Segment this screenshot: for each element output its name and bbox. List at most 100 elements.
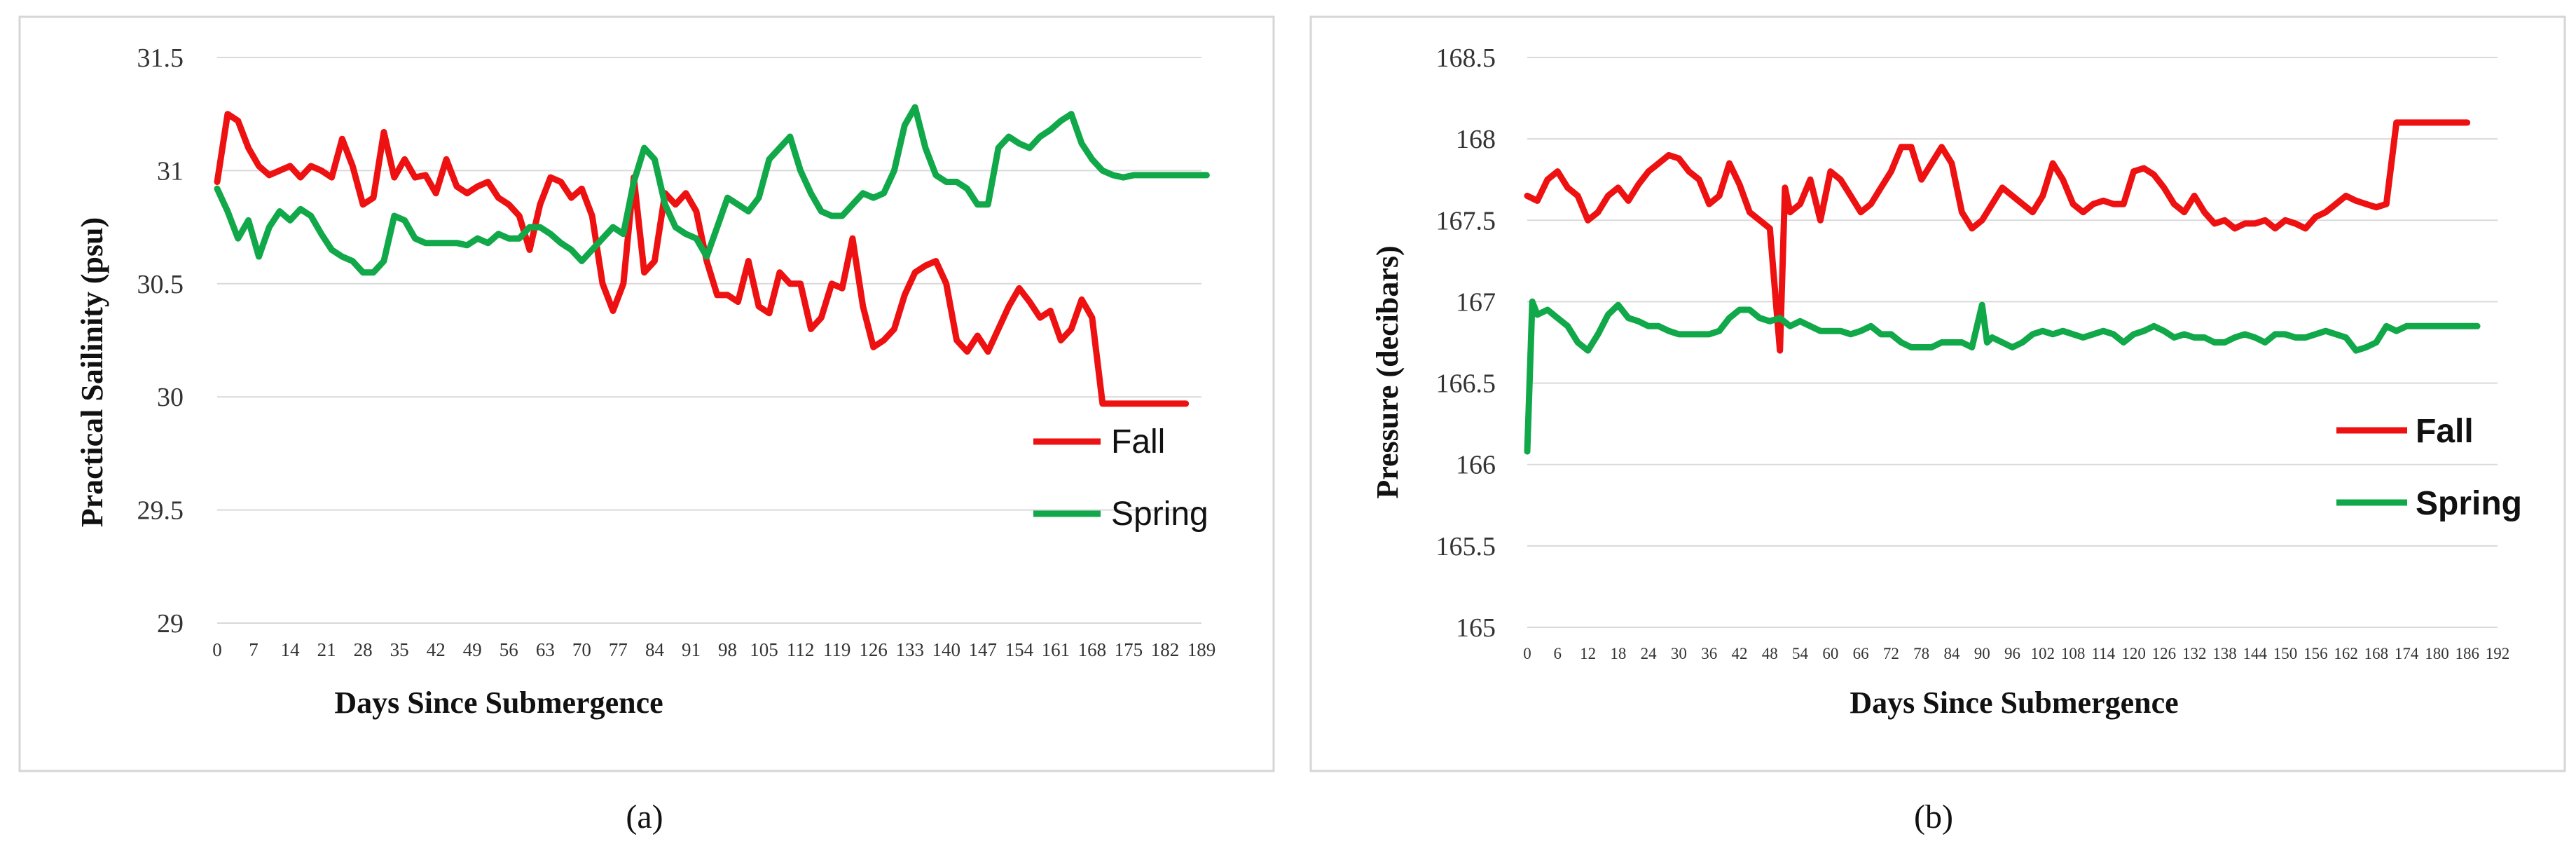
chart-b-y-tick-label: 167.5 (1436, 206, 1496, 236)
chart-a-x-tick-label: 0 (212, 639, 222, 660)
chart-a-x-tick-label: 35 (390, 639, 409, 660)
chart-a-x-tick-label: 98 (718, 639, 737, 660)
chart-b-series-spring-line (1524, 298, 2481, 455)
chart-b-x-tick-label: 66 (1853, 645, 1869, 662)
chart-b-x-tick-label: 42 (1731, 645, 1747, 662)
chart-b-legend-fall-label: Fall (2416, 413, 2474, 450)
chart-b-x-tick-label: 0 (1523, 645, 1531, 662)
chart-a-series-spring-line (214, 104, 1210, 276)
chart-b-x-tick-label: 186 (2455, 645, 2479, 662)
chart-b-x-tick-label: 96 (2004, 645, 2020, 662)
chart-b-x-axis-title: Days Since Submergence (1850, 685, 2178, 720)
chart-a-series-fall-line (214, 111, 1190, 407)
chart-a-x-tick-label: 77 (609, 639, 628, 660)
chart-b-x-tick-label: 144 (2243, 645, 2268, 662)
chart-a-y-tick-labels: 29 29.5 30 30.5 31 31.5 (137, 43, 184, 639)
chart-a-series (214, 104, 1210, 407)
chart-a-x-tick-label: 56 (500, 639, 518, 660)
chart-a-y-tick-label: 29 (157, 609, 184, 639)
chart-a-x-tick-label: 182 (1151, 639, 1180, 660)
chart-a-x-tick-label: 63 (536, 639, 555, 660)
chart-a-x-tick-label: 189 (1187, 639, 1216, 660)
chart-a-x-tick-labels: 0 7 14 21 28 35 42 49 56 63 70 77 84 91 98 105 112 119 126… (212, 639, 1215, 660)
chart-b-frame (1309, 15, 2566, 772)
chart-a-x-axis-title: Days Since Submergence (334, 685, 663, 720)
chart-a-x-tick-label: 91 (682, 639, 701, 660)
chart-a-x-tick-label: 42 (427, 639, 446, 660)
chart-b-x-tick-label: 132 (2182, 645, 2207, 662)
chart-a-y-axis-title: Practical Sailinity (psu) (75, 217, 109, 527)
chart-a-x-tick-label: 28 (354, 639, 373, 660)
chart-b-x-tick-label: 168 (2364, 645, 2389, 662)
chart-a-legend-spring-label: Spring (1111, 496, 1208, 533)
chart-a-x-tick-label: 105 (750, 639, 778, 660)
chart-a-legend-fall-label: Fall (1111, 423, 1165, 460)
chart-a-y-tick-label: 30 (157, 383, 184, 412)
chart-b-y-tick-label: 165.5 (1436, 532, 1496, 561)
chart-a-x-tick-label: 84 (645, 639, 665, 660)
chart-a-y-tick-label: 29.5 (137, 496, 184, 526)
chart-b-x-tick-label: 36 (1701, 645, 1717, 662)
chart-b-x-tick-label: 156 (2303, 645, 2328, 662)
chart-b-legend: Fall Spring (2336, 413, 2522, 522)
chart-a-gridlines (217, 57, 1201, 624)
chart-a-legend: Fall Spring (1033, 423, 1208, 533)
chart-b-x-tick-label: 108 (2061, 645, 2086, 662)
chart-b-y-tick-label: 167 (1456, 287, 1496, 317)
chart-a-x-tick-label: 161 (1042, 639, 1070, 660)
chart-b-y-tick-labels: 165 165.5 166 166.5 167 167.5 168 168.5 (1436, 43, 1496, 643)
chart-panel-b: 165 165.5 166 166.5 167 167.5 168 168.5 0 6 12 18 2… (1309, 15, 2566, 772)
chart-b-x-tick-label: 180 (2425, 645, 2449, 662)
chart-a-y-tick-label: 31.5 (137, 43, 184, 73)
chart-a-x-tick-label: 154 (1005, 639, 1034, 660)
chart-b-x-tick-label: 126 (2152, 645, 2177, 662)
chart-a-y-tick-label: 30.5 (137, 270, 184, 299)
chart-b-y-axis-title: Pressure (decibars) (1370, 245, 1405, 498)
chart-a-x-tick-label: 119 (823, 639, 851, 660)
chart-b-x-tick-label: 120 (2121, 645, 2146, 662)
panel-a-caption: (a) (626, 798, 663, 835)
chart-b-x-tick-label: 72 (1883, 645, 1899, 662)
chart-b-x-tick-label: 114 (2092, 645, 2116, 662)
chart-b-series-fall-line (1524, 119, 2471, 354)
chart-a-x-tick-label: 7 (249, 639, 259, 660)
chart-a-frame (18, 15, 1275, 772)
chart-b-y-tick-label: 166.5 (1436, 369, 1496, 399)
chart-a-x-tick-label: 70 (572, 639, 591, 660)
chart-b-x-tick-labels: 0 6 12 18 24 30 36 42 48 54 60 66 72 78 84 90 96 102 108 11… (1523, 645, 2509, 662)
chart-b-x-tick-label: 138 (2212, 645, 2237, 662)
chart-b-y-tick-label: 168.5 (1436, 43, 1496, 73)
panel-b-caption: (b) (1914, 798, 1953, 835)
chart-a-x-tick-label: 21 (317, 639, 336, 660)
chart-b-y-tick-label: 165 (1456, 613, 1496, 643)
chart-b-x-tick-label: 84 (1943, 645, 1960, 662)
chart-a-x-tick-label: 175 (1115, 639, 1143, 660)
chart-a-x-tick-label: 49 (463, 639, 482, 660)
chart-b-x-tick-label: 78 (1913, 645, 1929, 662)
chart-b-x-tick-label: 150 (2273, 645, 2298, 662)
chart-a-y-tick-label: 31 (157, 156, 184, 186)
chart-b-x-tick-label: 18 (1610, 645, 1626, 662)
chart-b-x-tick-label: 24 (1641, 645, 1658, 662)
chart-b-y-tick-label: 168 (1456, 125, 1496, 154)
chart-a-x-tick-label: 140 (932, 639, 960, 660)
chart-panel-a: 29 29.5 30 30.5 31 31.5 0 7 14 21 28 35 42 49 56 63 70 7… (18, 15, 1275, 772)
chart-b-legend-spring-label: Spring (2416, 485, 2522, 522)
chart-b-x-tick-label: 162 (2334, 645, 2358, 662)
chart-b-y-tick-label: 166 (1456, 451, 1496, 480)
chart-a-x-tick-label: 112 (787, 639, 815, 660)
chart-a-x-tick-label: 147 (969, 639, 998, 660)
chart-b-x-tick-label: 48 (1762, 645, 1778, 662)
chart-a-x-tick-label: 126 (859, 639, 888, 660)
chart-b-x-tick-label: 192 (2486, 645, 2510, 662)
chart-a-x-tick-label: 133 (895, 639, 924, 660)
chart-b-x-tick-label: 60 (1822, 645, 1838, 662)
chart-b-x-tick-label: 90 (1974, 645, 1990, 662)
chart-a-x-tick-label: 168 (1078, 639, 1107, 660)
chart-b-x-tick-label: 54 (1792, 645, 1809, 662)
chart-b-x-tick-label: 12 (1580, 645, 1596, 662)
chart-b-x-tick-label: 6 (1554, 645, 1562, 662)
chart-a-x-tick-label: 14 (281, 639, 301, 660)
chart-b-series (1524, 119, 2481, 455)
chart-b-x-tick-label: 30 (1671, 645, 1687, 662)
